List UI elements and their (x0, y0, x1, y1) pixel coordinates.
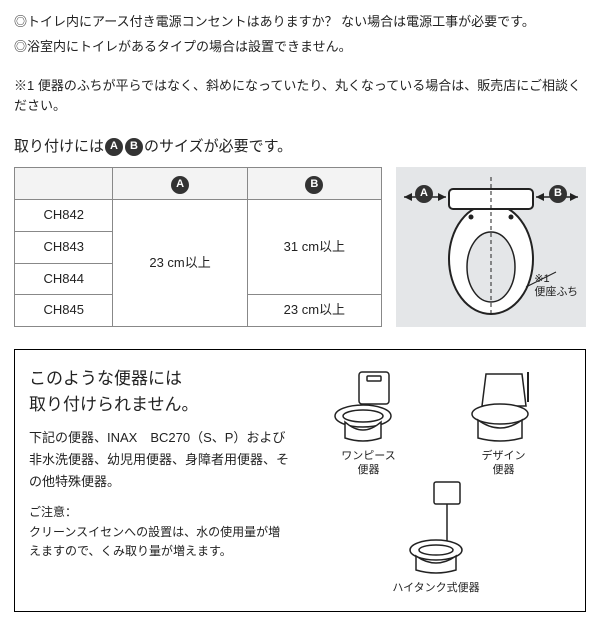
col-b-top: 31 cm以上 (247, 199, 381, 294)
fig3-label-l2: 便器 (464, 463, 544, 477)
incompatible-box: このような便器には 取り付けられません。 下記の便器、INAX BC270（S、… (14, 349, 586, 612)
seat-size-diagram: A B ※1 便座ふち (396, 167, 586, 327)
size-title-pre: 取り付けには (14, 135, 104, 159)
incompat-caution-label: ご注意： (29, 503, 291, 522)
table-row: CH842 23 cm以上 31 cm以上 (15, 199, 382, 231)
col-b-bottom: 23 cm以上 (247, 295, 381, 327)
note-line-1: ◎トイレ内にアース付き電源コンセントはありますか？ ない場合は電源工事が必要です… (14, 12, 586, 33)
incompat-title-l1: このような便器には (29, 369, 182, 388)
fig1-label-l2: 便器 (329, 463, 409, 477)
note-footnote: ※1 便器のふちが平らではなく、斜めになっていたり、丸くなっている場合は、販売店… (14, 76, 586, 118)
diagram-note-no: ※1 (534, 273, 578, 286)
table-header-a: A (113, 168, 247, 200)
model-cell: CH842 (15, 199, 113, 231)
size-title-post: のサイズが必要です。 (144, 135, 292, 159)
incompat-title: このような便器には 取り付けられません。 (29, 366, 291, 417)
note-line-2: ◎浴室内にトイレがあるタイプの場合は設置できません。 (14, 37, 586, 58)
fig1-label-l1: ワンピース (329, 449, 409, 463)
model-cell: CH845 (15, 295, 113, 327)
incompat-body: 下記の便器、INAX BC270（S、P）および非水洗便器、幼児用便器、身障者用… (29, 427, 291, 493)
figure-hightank: ハイタンク式便器 (301, 478, 571, 595)
incompat-figures: ワンピース 便器 デザイン 便器 (301, 366, 571, 595)
design-toilet-icon (464, 366, 544, 446)
figure-onepiece: ワンピース 便器 (329, 366, 409, 478)
badge-b-icon: B (125, 138, 143, 156)
model-cell: CH844 (15, 263, 113, 295)
col-a-merged: 23 cm以上 (113, 199, 247, 326)
preconditions-notes: ◎トイレ内にアース付き電源コンセントはありますか？ ない場合は電源工事が必要です… (14, 12, 586, 117)
badge-b-icon: B (305, 176, 323, 194)
incompat-caution: クリーンスイセンへの設置は、水の使用量が増えますので、くみ取り量が増えます。 (29, 523, 291, 561)
table-header-row: A B (15, 168, 382, 200)
model-cell: CH843 (15, 231, 113, 263)
table-header-b: B (247, 168, 381, 200)
size-section: 取り付けには A B のサイズが必要です。 A B CH842 23 cm以上 … (14, 135, 586, 327)
incompat-title-l2: 取り付けられません。 (29, 395, 199, 414)
diagram-note: ※1 便座ふち (534, 273, 578, 299)
figure-design: デザイン 便器 (464, 366, 544, 478)
diagram-note-text: 便座ふち (534, 286, 578, 299)
size-title: 取り付けには A B のサイズが必要です。 (14, 135, 586, 159)
fig2-label: ハイタンク式便器 (301, 581, 571, 595)
size-table: A B CH842 23 cm以上 31 cm以上 CH843 CH844 CH… (14, 167, 382, 327)
table-header-blank (15, 168, 113, 200)
badge-a-icon: A (105, 138, 123, 156)
badge-a-icon: A (171, 176, 189, 194)
onepiece-toilet-icon (329, 366, 409, 446)
hightank-toilet-icon (396, 478, 476, 578)
fig3-label-l1: デザイン (464, 449, 544, 463)
